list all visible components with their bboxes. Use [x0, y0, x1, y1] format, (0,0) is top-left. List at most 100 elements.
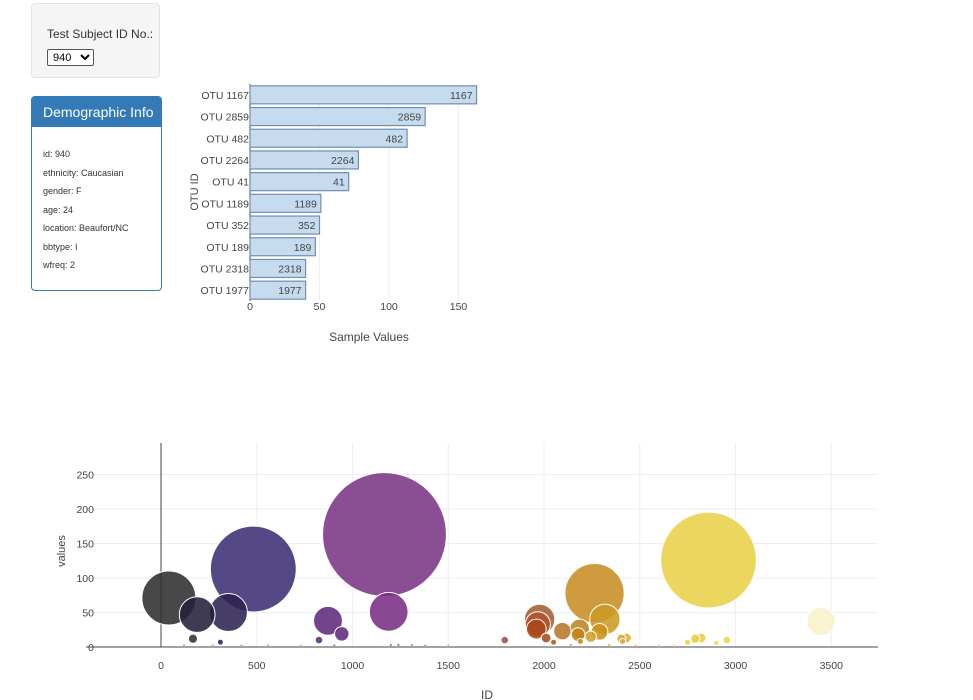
bubble-point[interactable]: [209, 525, 297, 613]
bar-x-tick-label: 50: [314, 301, 326, 313]
subject-id-select[interactable]: 940: [47, 49, 94, 66]
bar-otu-41[interactable]: [249, 172, 350, 192]
bar-data-label: 2859: [398, 112, 422, 124]
bubble-point[interactable]: [314, 635, 324, 645]
bubble-point[interactable]: [618, 637, 627, 646]
bubble-point[interactable]: [672, 644, 676, 647]
bar-category-label: OTU 41: [212, 177, 249, 189]
bubble-point[interactable]: [569, 643, 573, 647]
demographic-bbtype: bbtype: I: [43, 241, 78, 252]
bubble-point[interactable]: [446, 644, 450, 647]
bubble-point[interactable]: [187, 633, 199, 644]
bubble-point[interactable]: [540, 632, 552, 644]
bubble-point[interactable]: [322, 472, 447, 597]
bar-x-tick-label: 0: [247, 301, 253, 313]
bar-otu-352[interactable]: [249, 215, 321, 235]
bar-data-label: 1189: [294, 198, 317, 210]
bubble-y-tick-label: 100: [76, 573, 94, 585]
bubble-point[interactable]: [332, 644, 336, 647]
bar-y-axis-title: OTU ID: [189, 173, 201, 210]
bubble-point[interactable]: [368, 591, 409, 632]
bar-category-label: OTU 1977: [201, 285, 250, 297]
bar-otu-2264[interactable]: [249, 150, 360, 170]
bubble-point[interactable]: [423, 644, 427, 647]
demographic-ethnicity: ethnicity: Caucasian: [43, 167, 124, 178]
bubble-point[interactable]: [806, 606, 836, 637]
bar-x-tick-label: 100: [380, 301, 398, 313]
subject-selector-label: Test Subject ID No.:: [47, 27, 154, 41]
otu-bar-chart[interactable]: OTU 1167 1167 OTU 2859 2859 OTU 482 482 OTU 22…: [189, 84, 478, 344]
bubble-point[interactable]: [178, 596, 216, 633]
demographic-age: age: 24: [43, 204, 74, 215]
bar-data-label: 189: [294, 242, 312, 254]
otu-bubble-chart[interactable]: 0 500 1000 1500 2000 2500 3000 3500 0 50 100 150 200…: [56, 443, 878, 700]
bubble-point[interactable]: [584, 630, 597, 643]
bar-data-label: 2318: [278, 263, 302, 275]
bubble-y-tick-label: 200: [76, 504, 94, 516]
bar-otu-1977[interactable]: [249, 280, 307, 300]
bar-data-label: 41: [333, 177, 345, 189]
demographic-location: location: Beaufort/NC: [43, 223, 129, 233]
bar-category-label: OTU 1167: [201, 90, 249, 102]
bubble-point[interactable]: [410, 643, 414, 647]
bar-category-label: OTU 2318: [201, 263, 250, 275]
bubble-x-axis-title: ID: [481, 688, 493, 700]
bar-data-label: 1977: [278, 285, 302, 297]
bubble-point[interactable]: [313, 605, 343, 636]
bubble-point[interactable]: [713, 640, 719, 646]
bubble-point[interactable]: [397, 643, 400, 647]
bubble-point[interactable]: [657, 644, 661, 647]
bubble-point[interactable]: [334, 626, 350, 642]
bubble-x-tick-label: 2500: [628, 660, 652, 672]
bar-x-axis-title: Sample Values: [329, 330, 409, 344]
bubble-point[interactable]: [722, 635, 732, 645]
bubble-y-axis-title: values: [56, 535, 68, 567]
bar-otu-2859[interactable]: [249, 106, 426, 127]
demographic-gender: gender: F: [43, 186, 82, 196]
demographic-id: id: 940: [43, 149, 71, 159]
bubble-point[interactable]: [525, 618, 547, 640]
bar-category-label: OTU 482: [206, 133, 249, 145]
bubble-point[interactable]: [684, 639, 691, 645]
bubble-x-tick-label: 2000: [532, 660, 556, 672]
bubble-point[interactable]: [240, 644, 243, 647]
subject-selector-panel: Test Subject ID No.: 940: [31, 3, 160, 78]
bubble-y-tick-label: 250: [76, 470, 94, 482]
bubble-point[interactable]: [660, 511, 757, 609]
bubble-y-tick-label: 0: [88, 642, 94, 654]
bubble-point[interactable]: [389, 643, 393, 647]
bar-category-label: OTU 189: [206, 242, 249, 254]
bar-otu-482[interactable]: [249, 128, 408, 148]
bubble-point[interactable]: [576, 637, 584, 646]
bubble-point[interactable]: [182, 644, 186, 647]
bubble-x-tick-label: 0: [158, 660, 164, 672]
bar-data-label: 482: [386, 133, 404, 145]
bar-otu-2318[interactable]: [249, 258, 307, 279]
bar-otu-1189[interactable]: [249, 193, 322, 213]
bubble-point[interactable]: [299, 644, 303, 647]
bubble-point[interactable]: [266, 644, 270, 647]
bubble-point[interactable]: [607, 643, 611, 647]
bubble-x-tick-label: 3000: [724, 660, 748, 672]
bubble-point[interactable]: [553, 621, 572, 641]
bubble-point[interactable]: [550, 639, 557, 645]
demographic-wfreq: wfreq: 2: [43, 260, 76, 270]
bar-otu-1167[interactable]: [249, 85, 478, 105]
bubble-y-tick-label: 50: [82, 608, 94, 620]
demographic-info-title: Demographic Info: [32, 97, 161, 127]
bar-data-label: 1167: [450, 90, 473, 102]
bubble-x-tick-label: 3500: [820, 660, 844, 672]
bar-data-label: 352: [298, 220, 316, 232]
bubble-point[interactable]: [500, 635, 510, 645]
bar-otu-189[interactable]: [249, 237, 316, 257]
bubble-point[interactable]: [690, 633, 701, 644]
bubble-point[interactable]: [217, 639, 224, 645]
bubble-point[interactable]: [634, 644, 638, 647]
bubble-y-tick-label: 150: [76, 539, 94, 551]
bubble-point[interactable]: [211, 644, 215, 647]
demographic-info-body: id: 940 ethnicity: Caucasian gender: F a…: [32, 127, 161, 275]
bubble-x-tick-label: 1500: [437, 660, 461, 672]
bubble-x-tick-label: 1000: [341, 660, 365, 672]
bar-x-tick-label: 150: [450, 301, 468, 313]
